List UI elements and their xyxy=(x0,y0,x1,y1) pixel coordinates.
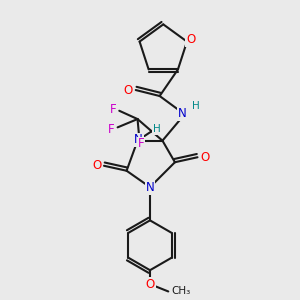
Text: CH₃: CH₃ xyxy=(171,286,190,296)
Text: F: F xyxy=(110,103,117,116)
Text: N: N xyxy=(134,134,142,146)
Text: O: O xyxy=(92,159,101,172)
Text: O: O xyxy=(124,83,133,97)
Text: O: O xyxy=(200,151,209,164)
Text: N: N xyxy=(146,181,154,194)
Text: N: N xyxy=(178,107,186,120)
Text: H: H xyxy=(153,124,160,134)
Text: O: O xyxy=(186,33,196,46)
Text: O: O xyxy=(146,278,154,291)
Text: F: F xyxy=(108,122,114,136)
Text: F: F xyxy=(138,137,144,151)
Text: H: H xyxy=(192,101,200,111)
